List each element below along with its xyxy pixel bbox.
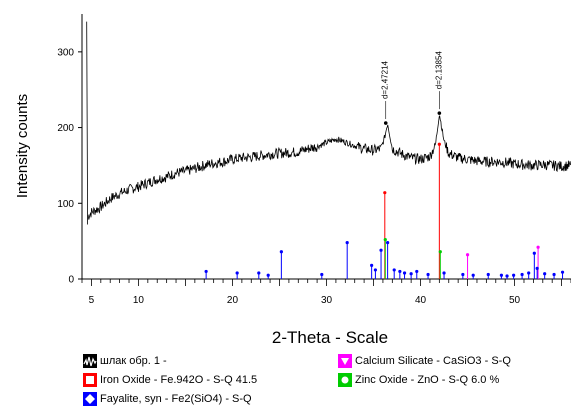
square-marker-icon xyxy=(83,373,97,387)
y-tick-label: 200 xyxy=(57,123,74,134)
reference-stick-cap xyxy=(527,271,531,275)
measured-pattern-line xyxy=(86,21,571,225)
reference-stick-cap xyxy=(204,269,208,274)
reference-stick-cap xyxy=(392,268,396,272)
legend: шлак обр. 1 - Iron Oxide - Fe.942O - S-Q… xyxy=(83,352,563,414)
waveform-icon xyxy=(83,354,97,368)
x-tick-label: 40 xyxy=(415,295,427,306)
legend-label-zinc-oxide: Zinc Oxide - ZnO - S-Q 6.0 % xyxy=(355,374,500,386)
legend-label-measured: шлак обр. 1 - xyxy=(100,355,167,367)
reference-stick-cap xyxy=(532,251,536,255)
peak-marker xyxy=(437,111,442,115)
reference-stick-cap xyxy=(345,241,349,245)
reference-stick-cap xyxy=(505,274,509,278)
legend-item-iron-oxide: Iron Oxide - Fe.942O - S-Q 41.5 xyxy=(83,373,257,387)
y-axis-title: Intensity counts xyxy=(14,94,31,198)
reference-stick-cap xyxy=(543,272,547,276)
reference-stick-cap xyxy=(235,271,239,275)
peak-marker xyxy=(383,121,388,125)
axes: 0 100 200 300 5 10 20 30 40 50 xyxy=(57,14,571,306)
reference-stick-cap xyxy=(536,245,540,249)
reference-stick-cap xyxy=(560,270,565,274)
x-tick-label: 20 xyxy=(227,295,239,306)
reference-stick-cap xyxy=(279,250,283,254)
y-tick-label: 0 xyxy=(68,275,74,286)
peak-label: d=2.13854 xyxy=(434,51,443,90)
legend-item-measured: шлак обр. 1 - xyxy=(83,354,167,368)
measured-pattern xyxy=(86,21,571,225)
legend-item-fayalite: Fayalite, syn - Fe2(SiO4) - S-Q xyxy=(83,392,252,406)
peak-labels: d=2.47214 d=2.13854 xyxy=(381,51,443,125)
reference-stick-cap xyxy=(535,266,539,270)
reference-stick-cap xyxy=(471,273,475,277)
reference-stick-cap xyxy=(402,271,407,275)
reference-stick-cap xyxy=(386,241,390,245)
reference-stick-cap xyxy=(465,253,470,257)
reference-stick-cap xyxy=(320,272,324,277)
reference-stick-cap xyxy=(437,142,441,146)
y-tick-label: 100 xyxy=(57,199,74,210)
reference-stick-cap xyxy=(520,272,524,277)
reference-stick-cap xyxy=(426,272,430,277)
reference-stick-cap xyxy=(370,263,374,267)
legend-label-calcium-silicate: Calcium Silicate - CaSiO3 - S-Q xyxy=(355,355,511,367)
x-tick-label: 10 xyxy=(133,295,145,306)
reference-stick-cap xyxy=(461,272,465,277)
legend-item-zinc-oxide: Zinc Oxide - ZnO - S-Q 6.0 % xyxy=(338,373,499,387)
y-tick-label: 300 xyxy=(57,47,74,58)
reference-stick-cap xyxy=(499,273,504,277)
reference-stick-cap xyxy=(379,248,383,252)
reference-stick-cap xyxy=(438,250,442,254)
x-tick-label: 50 xyxy=(509,295,521,306)
triangle-down-marker-icon xyxy=(338,354,352,368)
x-tick-label: 5 xyxy=(89,295,95,306)
reference-stick-cap xyxy=(257,271,261,275)
reference-stick-cap xyxy=(383,191,387,195)
reference-stick-cap xyxy=(512,273,516,277)
x-tick-label: 30 xyxy=(321,295,333,306)
reference-stick-cap xyxy=(442,271,446,275)
reference-stick-cap xyxy=(415,269,419,274)
reference-stick-cap xyxy=(383,238,387,242)
legend-label-iron-oxide: Iron Oxide - Fe.942O - S-Q 41.5 xyxy=(100,374,258,386)
reference-stick-cap xyxy=(409,272,413,276)
peak-label: d=2.47214 xyxy=(381,60,390,99)
reference-stick-cap xyxy=(266,273,270,277)
diamond-marker-icon xyxy=(83,392,97,406)
legend-item-calcium-silicate: Calcium Silicate - CaSiO3 - S-Q xyxy=(338,354,511,368)
reference-stick-cap xyxy=(373,268,377,272)
circle-marker-icon xyxy=(338,373,352,387)
x-axis-title: 2-Theta - Scale xyxy=(272,328,388,347)
reference-stick-cap xyxy=(398,269,402,274)
legend-label-fayalite: Fayalite, syn - Fe2(SiO4) - S-Q xyxy=(100,393,252,405)
reference-stick-cap xyxy=(486,272,490,277)
reference-pattern-sticks xyxy=(204,142,565,279)
reference-stick-cap xyxy=(552,272,556,277)
